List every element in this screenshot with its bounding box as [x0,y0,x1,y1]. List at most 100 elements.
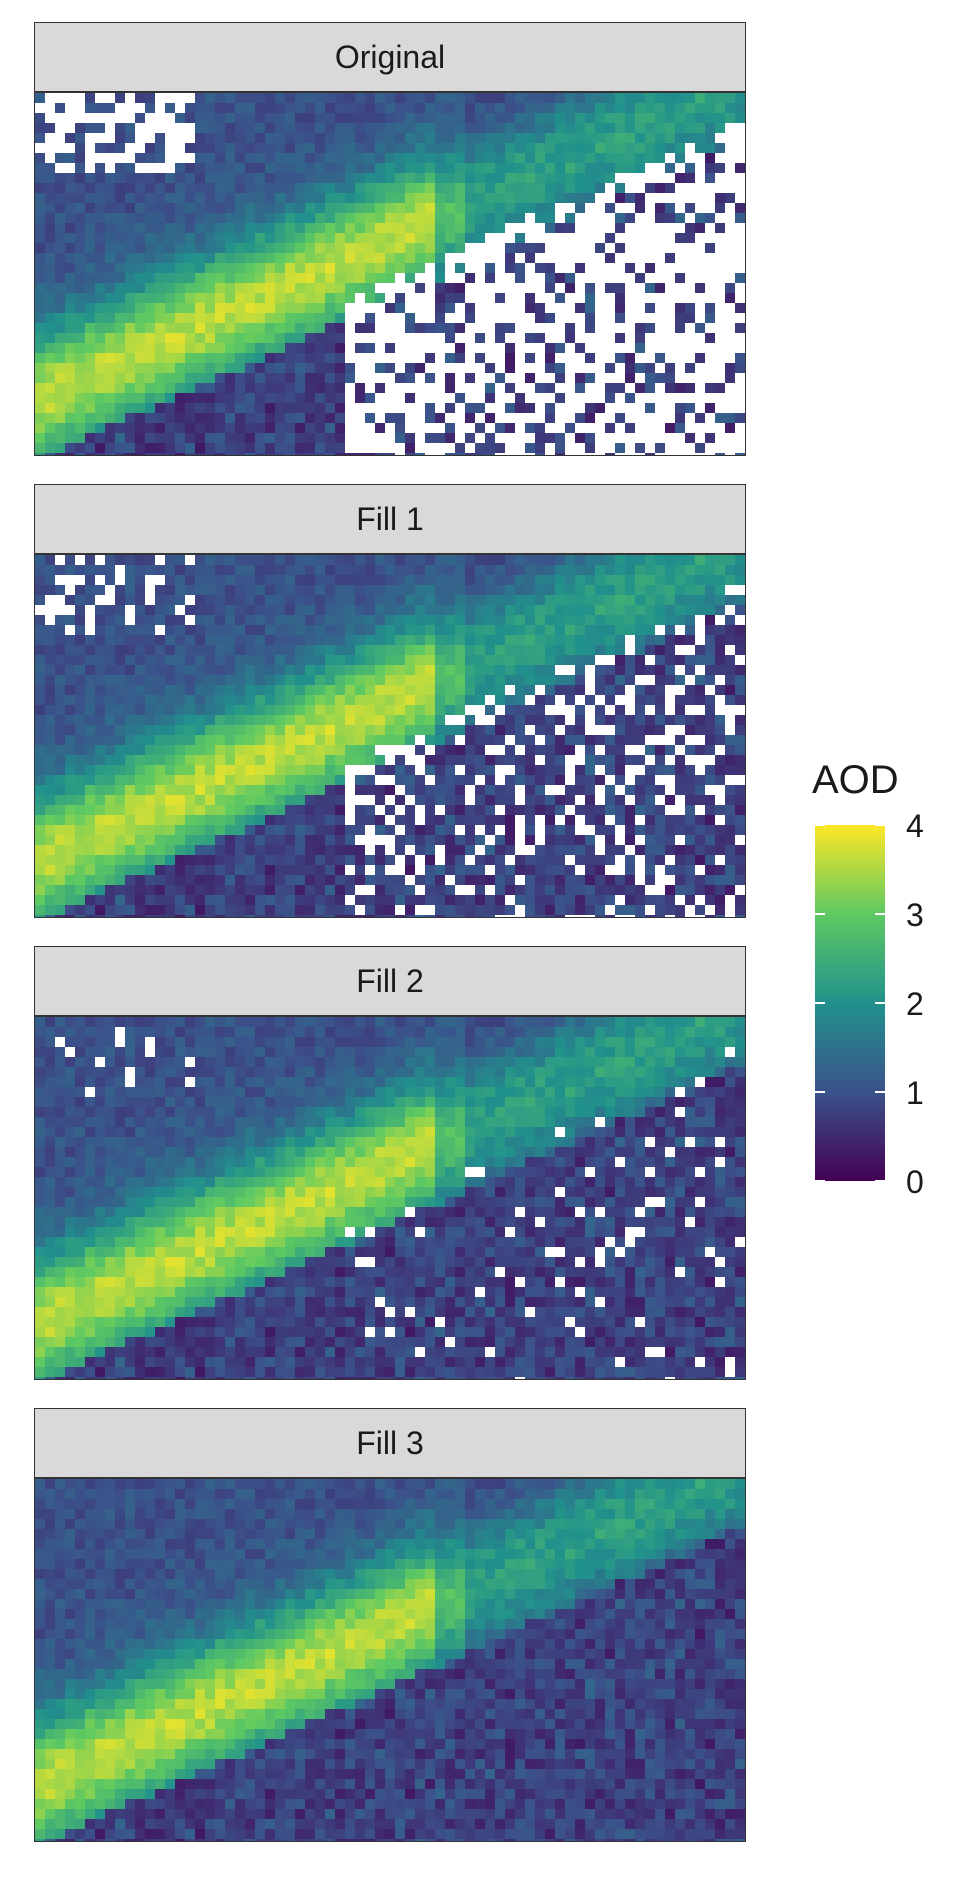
heatmap-cell [475,183,486,194]
heatmap-cell [425,695,436,706]
heatmap-cell [65,303,76,314]
heatmap-cell [235,233,246,244]
heatmap-cell [115,625,126,636]
heatmap-cell [175,805,186,816]
heatmap-cell [125,595,136,606]
heatmap-cell [105,705,116,716]
heatmap-cell [505,223,516,234]
heatmap-cell [575,745,586,756]
heatmap-cell [485,303,496,314]
heatmap-cell [135,253,146,264]
heatmap-cell [275,725,286,736]
heatmap-cell [405,213,416,224]
heatmap-cell [395,675,406,686]
heatmap-cell [545,193,556,204]
heatmap-cell [385,845,396,856]
heatmap-cell [405,655,416,666]
aod-map-original [34,92,746,456]
heatmap-cell [385,343,396,354]
heatmap-cell [635,795,646,806]
heatmap-cell [325,775,336,786]
heatmap-cell [585,183,596,194]
heatmap-cell [315,243,326,254]
heatmap-cell [305,173,316,184]
heatmap-cell [155,433,166,444]
heatmap-cell [425,665,436,676]
heatmap-cell [695,685,706,696]
heatmap-cell [575,373,586,384]
heatmap-cell [605,133,616,144]
heatmap-cell [675,133,686,144]
heatmap-cell [475,675,486,686]
heatmap-cell [545,123,556,134]
heatmap-cell [255,223,266,234]
heatmap-cell [555,615,566,626]
heatmap-cell [415,625,426,636]
heatmap-cell [345,735,356,746]
heatmap-cell [175,143,186,154]
heatmap-cell [575,705,586,716]
heatmap-cell [215,203,226,214]
heatmap-cell [615,313,626,324]
heatmap-cell [105,133,116,144]
heatmap-cell [495,163,506,174]
heatmap-cell [245,775,256,786]
heatmap-cell [435,555,446,566]
heatmap-cell [155,333,166,344]
heatmap-cell [95,193,106,204]
heatmap-cell [245,353,256,364]
heatmap-cell [115,183,126,194]
heatmap-cell [175,343,186,354]
heatmap-cell [105,253,116,264]
heatmap-cell [195,123,206,134]
heatmap-cell [215,615,226,626]
heatmap-cell [505,153,516,164]
heatmap-cell [725,433,736,444]
heatmap-cell [455,363,466,374]
heatmap-cell [265,865,276,876]
heatmap-cell [625,453,636,455]
heatmap-cell [245,393,256,404]
heatmap-cell [405,745,416,756]
heatmap-cell [415,635,426,646]
heatmap-cell [525,393,536,404]
heatmap-cell [385,423,396,434]
heatmap-cell [195,605,206,616]
heatmap-cell [75,835,86,846]
heatmap-cell [235,555,246,566]
heatmap-cell [265,565,276,576]
heatmap-cell [95,253,106,264]
heatmap-cell [265,163,276,174]
heatmap-cell [575,93,586,104]
heatmap-cell [295,615,306,626]
heatmap-cell [725,363,736,374]
heatmap-cell [245,343,256,354]
heatmap-cell [695,565,706,576]
heatmap-cell [665,123,676,134]
heatmap-cell [655,453,666,455]
heatmap-cell [605,825,616,836]
heatmap-cell [585,263,596,274]
heatmap-cell [555,93,566,104]
facet-strip-original: Original [34,22,746,92]
heatmap-cell [45,143,56,154]
heatmap-cell [285,423,296,434]
heatmap-cell [85,373,96,384]
heatmap-cell [105,453,116,455]
heatmap-cell [375,865,386,876]
heatmap-cell [685,875,696,886]
heatmap-cell [325,705,336,716]
heatmap-cell [445,685,456,696]
heatmap-cell [305,113,316,124]
heatmap-cell [265,575,276,586]
heatmap-cell [75,233,86,244]
heatmap-cell [465,695,476,706]
heatmap-cell [725,343,736,354]
heatmap-cell [325,323,336,334]
heatmap-cell [575,585,586,596]
heatmap-cell [325,103,336,114]
heatmap-cell [705,103,716,114]
heatmap-cell [65,113,76,124]
heatmap-cell [585,273,596,284]
heatmap-cell [175,655,186,666]
